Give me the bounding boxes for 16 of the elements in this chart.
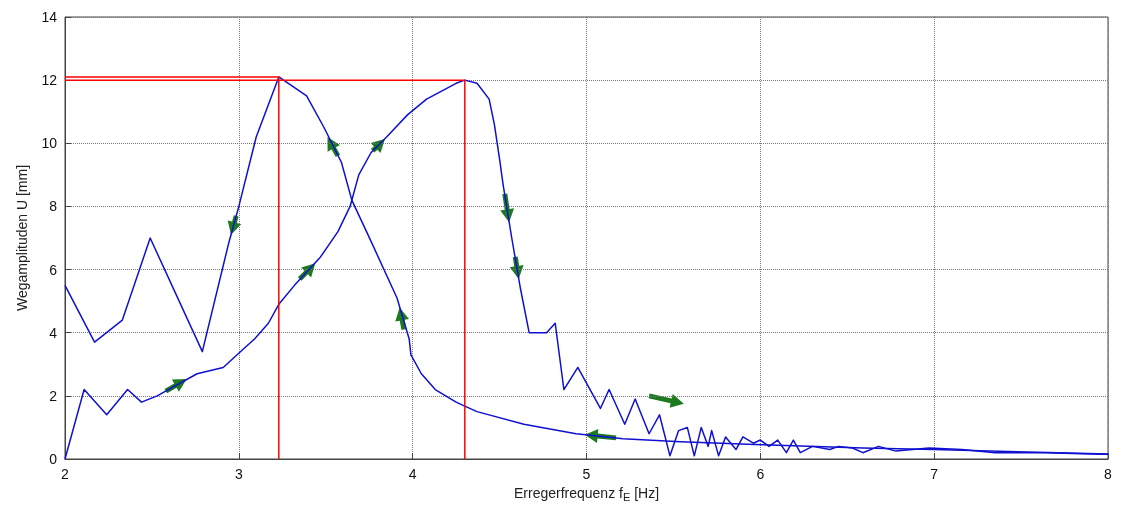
x-tick-label: 3 — [234, 466, 243, 482]
y-tick-label: 8 — [49, 198, 58, 215]
y-tick-label: 12 — [41, 72, 58, 89]
y-tick-label: 4 — [49, 324, 58, 341]
x-tick-label: 6 — [756, 466, 765, 482]
x-tick-label: 8 — [1104, 466, 1113, 482]
x-tick-label: 7 — [930, 466, 939, 482]
y-tick-label: 6 — [49, 261, 58, 278]
y-tick-label: 2 — [49, 387, 58, 404]
y-axis-title: Wegamplituden U [mm] — [14, 164, 30, 312]
x-tick-label: 2 — [61, 466, 70, 482]
y-tick-label: 14 — [41, 9, 58, 25]
y-tick-label: 10 — [41, 135, 58, 152]
x-tick-label: 4 — [408, 466, 417, 482]
x-tick-label: 5 — [582, 466, 591, 482]
y-tick-label: 0 — [49, 451, 58, 467]
